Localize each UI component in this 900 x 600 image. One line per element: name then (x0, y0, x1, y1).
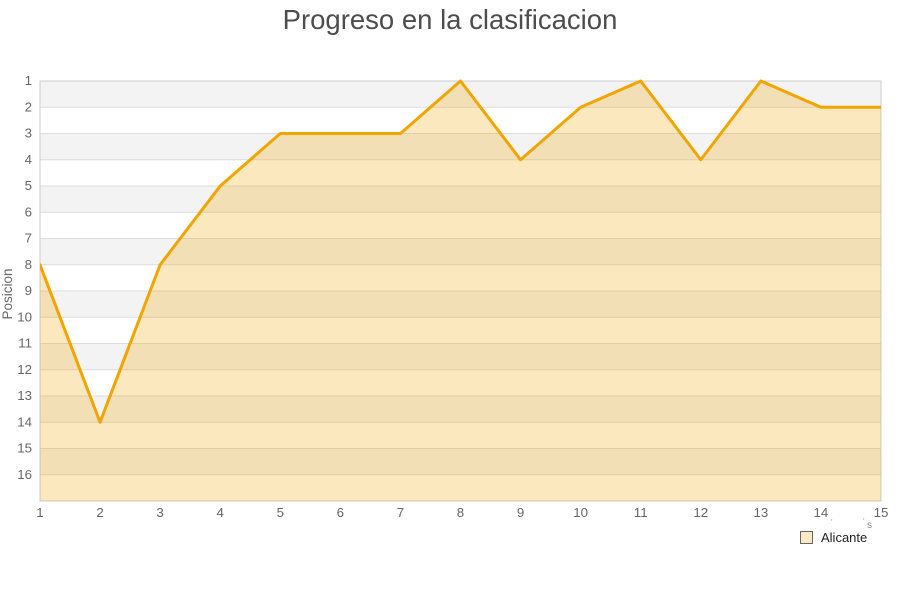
svg-text:16: 16 (17, 467, 32, 482)
svg-text:14: 14 (17, 414, 32, 429)
svg-text:5: 5 (25, 178, 32, 193)
svg-text:11: 11 (634, 505, 648, 520)
svg-text:4: 4 (25, 152, 32, 167)
svg-text:2: 2 (25, 99, 32, 114)
svg-text:11: 11 (18, 336, 32, 351)
svg-text:8: 8 (25, 257, 32, 272)
svg-text:4: 4 (217, 505, 224, 520)
svg-text:7: 7 (25, 231, 32, 246)
svg-text:3: 3 (156, 505, 163, 520)
svg-text:3: 3 (25, 126, 32, 141)
svg-text:15: 15 (17, 441, 32, 456)
svg-text:5: 5 (277, 505, 284, 520)
svg-text:7: 7 (397, 505, 404, 520)
svg-text:15: 15 (874, 505, 889, 520)
svg-text:9: 9 (517, 505, 524, 520)
svg-text:12: 12 (693, 505, 708, 520)
svg-text:6: 6 (337, 505, 344, 520)
svg-text:2: 2 (96, 505, 103, 520)
svg-text:10: 10 (573, 505, 588, 520)
svg-text:1: 1 (25, 73, 32, 88)
svg-text:9: 9 (25, 283, 32, 298)
svg-text:14: 14 (814, 505, 829, 520)
svg-text:10: 10 (17, 309, 32, 324)
svg-text:8: 8 (457, 505, 464, 520)
svg-text:13: 13 (753, 505, 768, 520)
svg-text:Posicion: Posicion (0, 268, 15, 319)
svg-text:12: 12 (17, 362, 32, 377)
svg-text:1: 1 (36, 505, 43, 520)
svg-text:13: 13 (17, 388, 32, 403)
svg-text:6: 6 (25, 204, 32, 219)
